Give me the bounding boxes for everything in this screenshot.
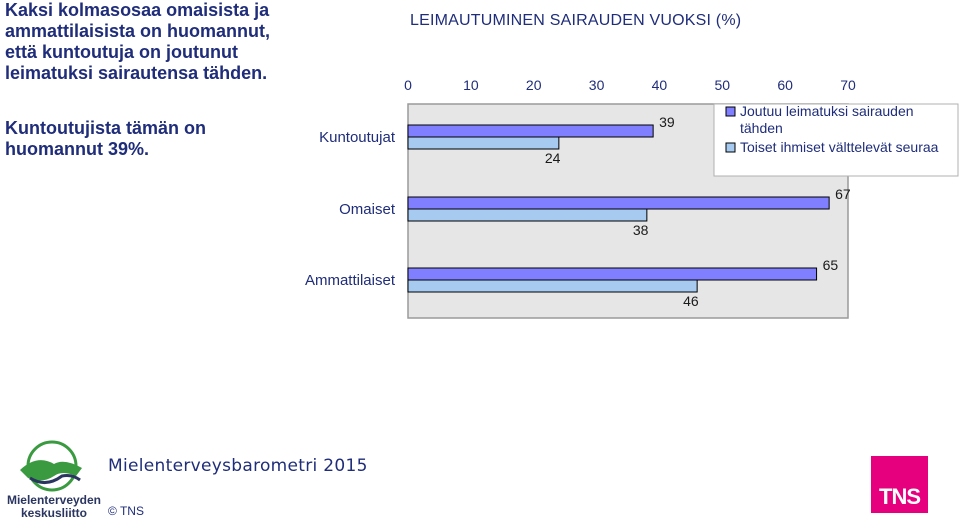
logo-text-line1: Mielenterveyden [6, 493, 102, 507]
x-tick-label: 30 [589, 77, 605, 93]
x-tick-label: 70 [840, 77, 856, 93]
copyright: © TNS [108, 504, 144, 518]
logo-text-line2: keskusliitto [20, 506, 88, 520]
legend-box [713, 103, 959, 177]
category-label: Kuntoutujat [319, 129, 396, 146]
data-label: 38 [633, 222, 649, 238]
tns-logo-text: TNS [879, 484, 921, 509]
bar-chart: 0 10 20 30 40 50 60 70 Kuntoutujat 39 24 Omaiset 67 3… [305, 77, 959, 319]
bar [407, 267, 818, 281]
data-label: 46 [683, 293, 699, 309]
data-label: 67 [835, 186, 851, 202]
x-tick-label: 20 [526, 77, 542, 93]
footer-brand: Mielenterveysbarometri 2015 [108, 456, 368, 476]
handshake-logo-icon [20, 440, 82, 492]
x-tick-label: 0 [404, 77, 412, 93]
bar [407, 124, 654, 138]
bar [407, 196, 830, 210]
bar [407, 136, 560, 150]
chart-title: LEIMAUTUMINEN SAIRAUDEN VUOKSI (%) [410, 12, 742, 29]
category-label: Omaiset [339, 201, 396, 218]
logo-text: Mielenterveyden keskusliitto [2, 494, 106, 520]
legend-swatch [725, 142, 736, 153]
legend-swatch [725, 106, 736, 117]
data-label: 65 [823, 257, 839, 273]
x-tick-label: 60 [777, 77, 793, 93]
data-label: 24 [545, 150, 561, 166]
heading: Kaksi kolmasosaa omaisista ja ammattilai… [5, 0, 271, 83]
x-tick-label: 40 [652, 77, 668, 93]
category-label: Ammattilaiset [305, 272, 396, 289]
bar [407, 208, 648, 222]
legend-label: tähden [740, 120, 783, 136]
legend-label: Toiset ihmiset välttelevät seuraa [740, 139, 939, 155]
x-tick-label: 10 [463, 77, 479, 93]
legend-label: Joutuu leimatuksi sairauden [740, 103, 914, 119]
bar [407, 279, 698, 293]
subtext: Kuntoutujista tämän on huomannut 39%. [5, 118, 206, 159]
tns-logo [871, 456, 928, 513]
x-tick-label: 50 [714, 77, 730, 93]
data-label: 39 [659, 114, 675, 130]
